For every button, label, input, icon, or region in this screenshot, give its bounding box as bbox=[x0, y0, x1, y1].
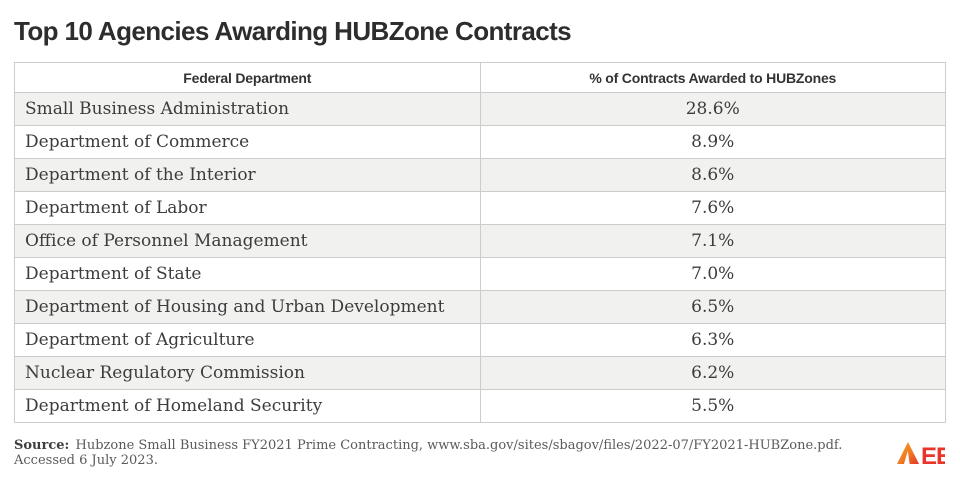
table-header: Federal Department % of Contracts Awarde… bbox=[14, 62, 946, 93]
aee-logo-icon: EE bbox=[897, 442, 945, 465]
table-row: Office of Personnel Management 7.1% bbox=[14, 224, 946, 258]
table-row: Department of the Interior 8.6% bbox=[14, 158, 946, 192]
department-cell: Department of the Interior bbox=[14, 158, 481, 192]
header-row: Federal Department % of Contracts Awarde… bbox=[14, 62, 946, 93]
department-cell: Department of State bbox=[14, 257, 481, 291]
table-row: Department of Labor 7.6% bbox=[14, 191, 946, 225]
aee-logo: EE bbox=[897, 441, 945, 465]
department-cell: Department of Housing and Urban Developm… bbox=[14, 290, 481, 324]
table-row: Department of Agriculture 6.3% bbox=[14, 323, 946, 357]
percent-cell: 6.5% bbox=[479, 290, 946, 324]
department-cell: Office of Personnel Management bbox=[14, 224, 481, 258]
percent-cell: 6.3% bbox=[479, 323, 946, 357]
department-cell: Department of Homeland Security bbox=[14, 389, 481, 423]
table-body: Small Business Administration 28.6% Depa… bbox=[14, 92, 946, 423]
percent-cell: 8.9% bbox=[479, 125, 946, 159]
percent-cell: 7.0% bbox=[479, 257, 946, 291]
percent-cell: 5.5% bbox=[479, 389, 946, 423]
department-cell: Nuclear Regulatory Commission bbox=[14, 356, 481, 390]
percent-cell: 7.6% bbox=[479, 191, 946, 225]
percent-cell: 7.1% bbox=[479, 224, 946, 258]
footer: Source: Hubzone Small Business FY2021 Pr… bbox=[14, 438, 945, 468]
table-row: Small Business Administration 28.6% bbox=[14, 92, 946, 126]
department-cell: Small Business Administration bbox=[14, 92, 481, 126]
percent-cell: 28.6% bbox=[479, 92, 946, 126]
aee-logo-text: EE bbox=[921, 443, 945, 465]
table-row: Nuclear Regulatory Commission 6.2% bbox=[14, 356, 946, 390]
department-cell: Department of Agriculture bbox=[14, 323, 481, 357]
table-row: Department of State 7.0% bbox=[14, 257, 946, 291]
source-note: Source: Hubzone Small Business FY2021 Pr… bbox=[14, 438, 897, 468]
hubzone-table: Federal Department % of Contracts Awarde… bbox=[14, 62, 946, 423]
table-row: Department of Housing and Urban Developm… bbox=[14, 290, 946, 324]
department-cell: Department of Labor bbox=[14, 191, 481, 225]
source-text: Hubzone Small Business FY2021 Prime Cont… bbox=[14, 438, 843, 468]
column-header-department: Federal Department bbox=[14, 62, 481, 93]
table-row: Department of Commerce 8.9% bbox=[14, 125, 946, 159]
department-cell: Department of Commerce bbox=[14, 125, 481, 159]
percent-cell: 6.2% bbox=[479, 356, 946, 390]
aee-triangle-icon bbox=[897, 442, 919, 464]
percent-cell: 8.6% bbox=[479, 158, 946, 192]
table-row: Department of Homeland Security 5.5% bbox=[14, 389, 946, 423]
column-header-percent: % of Contracts Awarded to HUBZones bbox=[479, 62, 946, 93]
page-title: Top 10 Agencies Awarding HUBZone Contrac… bbox=[14, 16, 572, 46]
source-label: Source: bbox=[14, 438, 70, 453]
